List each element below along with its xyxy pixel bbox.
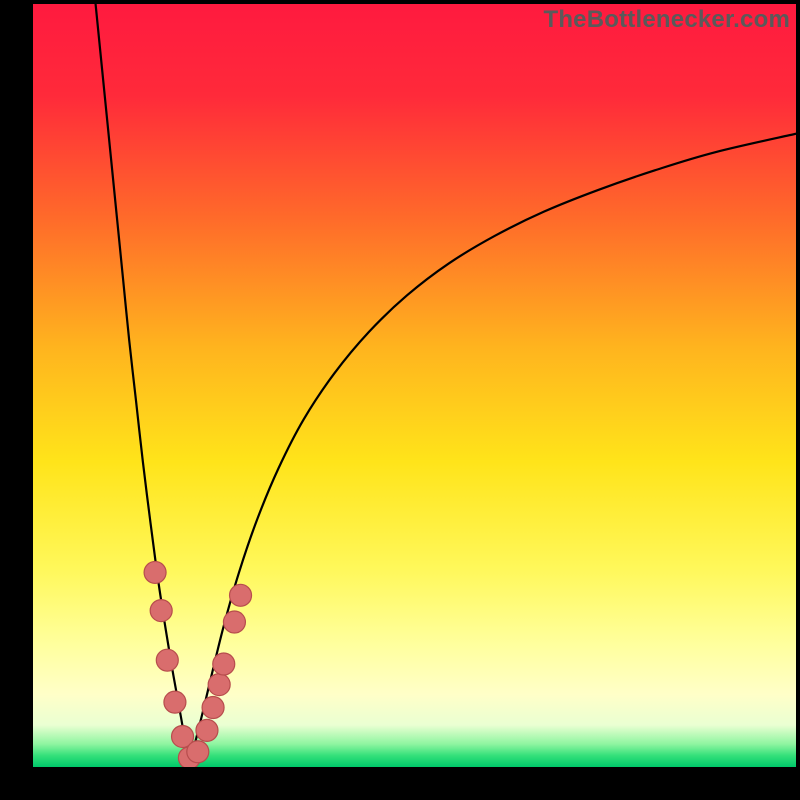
data-marker [196, 719, 218, 741]
plot-svg [33, 4, 796, 767]
data-marker [223, 611, 245, 633]
frame-left [0, 0, 33, 800]
data-marker [150, 600, 172, 622]
data-marker [164, 691, 186, 713]
plot-area [33, 4, 796, 767]
watermark-text: TheBottlenecker.com [543, 6, 790, 34]
data-marker [156, 649, 178, 671]
data-marker [230, 584, 252, 606]
frame-bottom [0, 767, 800, 800]
frame-right [796, 0, 800, 800]
chart-canvas: TheBottlenecker.com [0, 0, 800, 800]
data-marker [213, 653, 235, 675]
data-marker [144, 561, 166, 583]
data-marker [202, 696, 224, 718]
data-marker [208, 674, 230, 696]
gradient-background [33, 4, 796, 767]
data-marker [187, 741, 209, 763]
